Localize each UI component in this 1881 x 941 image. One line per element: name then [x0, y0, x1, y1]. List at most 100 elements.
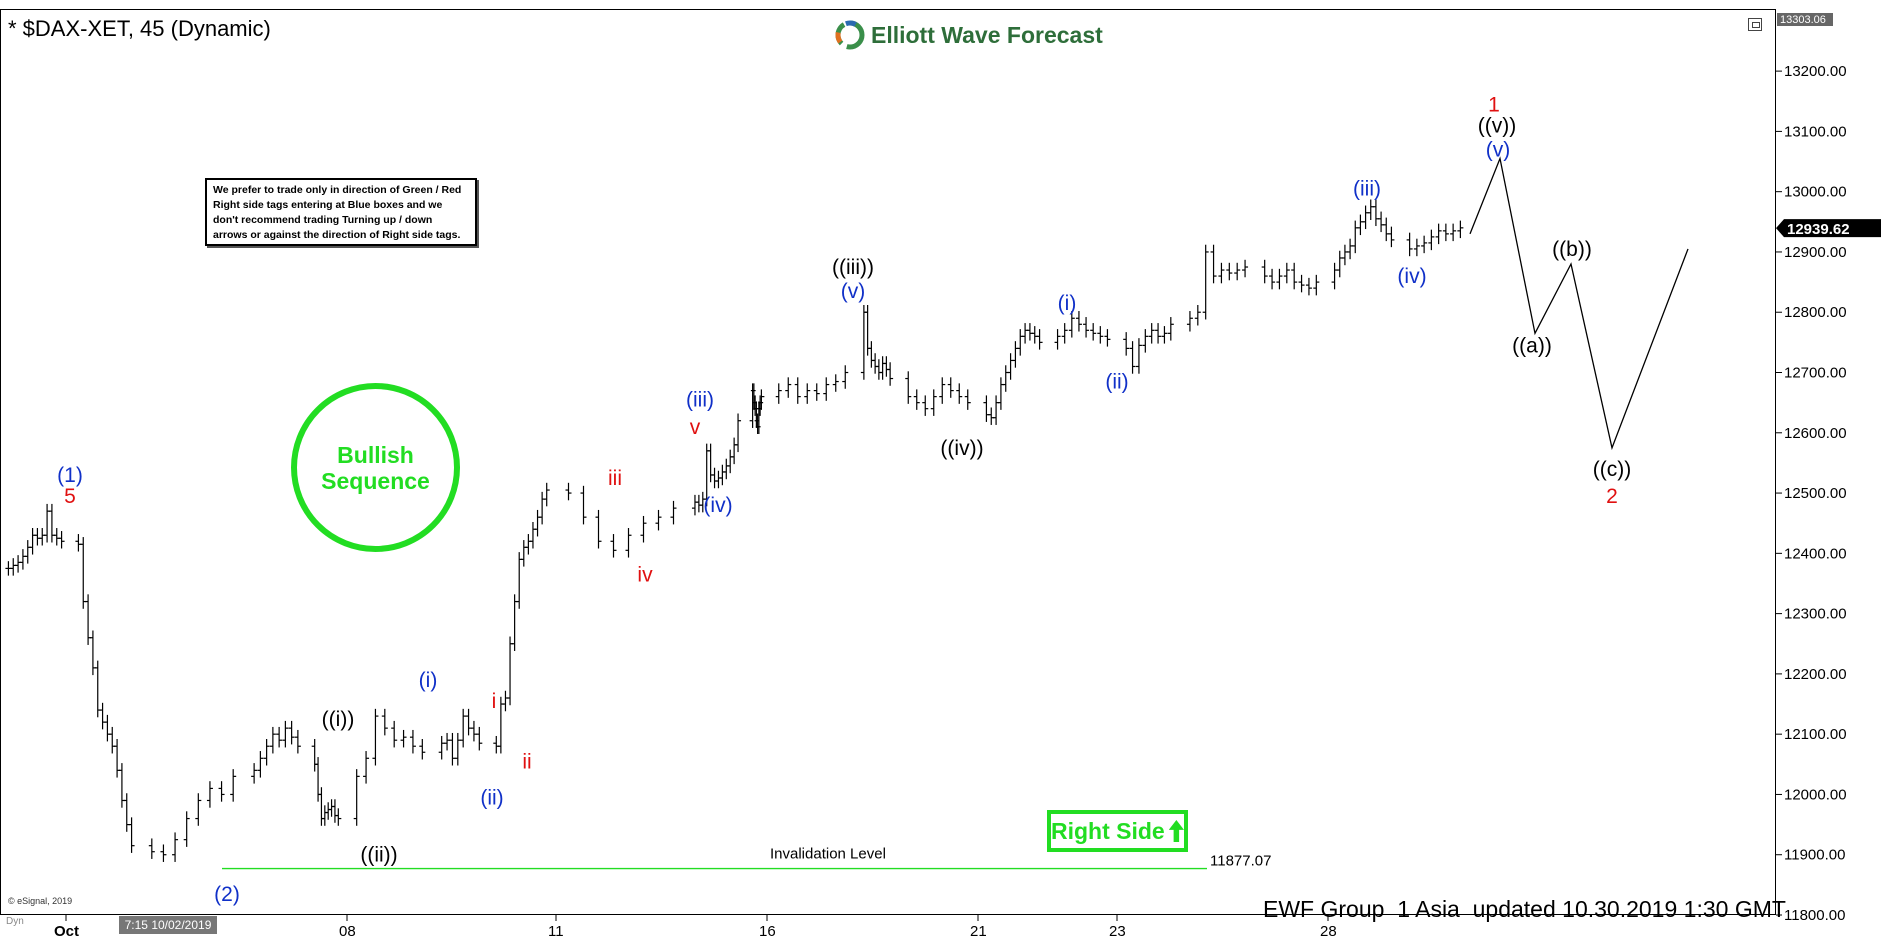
ohlc-bar [1031, 326, 1038, 344]
ohlc-bar [251, 763, 258, 784]
ohlc-bar [230, 769, 237, 802]
ohlc-bar [321, 805, 328, 826]
y-tick-label: 13100.00 [1784, 123, 1847, 140]
ohlc-bar [493, 735, 500, 754]
ohlc-bar [1186, 311, 1193, 332]
ohlc-bar [832, 374, 839, 392]
ohlc-bar [905, 371, 912, 404]
ohlc-bar [1090, 323, 1097, 341]
ohlc-bar [1026, 323, 1033, 341]
ohlc-bar [983, 395, 990, 422]
ohlc-bar [1061, 323, 1068, 344]
wave-label: ((v)) [1478, 114, 1516, 137]
ohlc-bar [19, 549, 26, 570]
y-tick-label: 11900.00 [1784, 847, 1845, 864]
copyright: © eSignal, 2019 [8, 896, 73, 906]
ohlc-bar [813, 383, 820, 401]
ohlc-bar [1435, 223, 1442, 245]
ohlc-bar [372, 708, 379, 766]
ohlc-bar [1007, 353, 1014, 380]
ohlc-bar [363, 751, 370, 784]
ohlc-bar [218, 781, 225, 802]
x-tick-label: Oct [54, 923, 79, 940]
bullish-label-line1: Bullish [337, 441, 414, 468]
wave-label: ((ii)) [360, 844, 397, 867]
ohlc-bar [15, 555, 22, 573]
ohlc-bar [288, 720, 295, 745]
ohlc-bar [497, 696, 504, 754]
ohlc-bar [1428, 229, 1435, 251]
wave-label: (iv) [703, 494, 732, 517]
x-tick-label: 08 [339, 923, 356, 940]
ohlc-bar [1142, 329, 1149, 353]
right-side-tag: Right Side [1047, 810, 1188, 852]
ohlc-bar [123, 793, 130, 832]
ohlc-bar [1352, 220, 1359, 254]
window-restore-icon[interactable] [1748, 18, 1762, 31]
y-tick-label: 12100.00 [1784, 726, 1847, 743]
y-tick-label: 12800.00 [1784, 304, 1847, 321]
ohlc-bar [1083, 317, 1090, 338]
ohlc-bar [1068, 311, 1075, 338]
ohlc-bar [1388, 226, 1395, 248]
ohlc-bar [1450, 223, 1457, 242]
y-top-label: 13303.06 [1780, 14, 1826, 26]
ohlc-bar [465, 708, 472, 736]
wave-label: (iv) [1397, 265, 1426, 288]
ohlc-bar [44, 503, 51, 543]
x-tick-label: 23 [1109, 923, 1126, 940]
ohlc-bar [947, 377, 954, 398]
ohlc-bar [460, 708, 467, 748]
ohlc-bar [887, 362, 894, 386]
ohlc-bar [1097, 326, 1104, 344]
ohlc-bar [922, 395, 929, 416]
ohlc-bar [1104, 329, 1111, 347]
ohlc-bar [1413, 238, 1420, 257]
wave-label: v [690, 416, 701, 439]
ohlc-bar [1406, 232, 1413, 257]
ohlc-bar [785, 377, 792, 398]
right-side-label: Right Side [1051, 817, 1165, 844]
ohlc-bar [534, 509, 541, 537]
ohlc-bar [400, 729, 407, 748]
ohlc-bar [1017, 329, 1024, 356]
ohlc-bar [775, 383, 782, 404]
y-tick-label: 13000.00 [1784, 184, 1847, 201]
wave-label: iii [608, 467, 622, 490]
ohlc-bar [758, 389, 765, 410]
ohlc-bar [1022, 323, 1029, 344]
chart-title: * $DAX-XET, 45 (Dynamic) [8, 16, 271, 41]
ohlc-bar [109, 726, 116, 754]
ohlc-bar [525, 534, 532, 555]
ohlc-bar [695, 494, 702, 513]
ohlc-bar [539, 491, 546, 525]
ohlc-bar [715, 470, 722, 489]
last-price-tag [1776, 219, 1881, 238]
ohlc-bar [1242, 259, 1249, 278]
ohlc-bar [1336, 250, 1343, 278]
ohlc-bar [727, 449, 734, 474]
ohlc-bar [294, 729, 301, 754]
ohlc-bar [872, 353, 879, 374]
dyn-label: Dyn [6, 916, 24, 927]
ohlc-bar [719, 464, 726, 486]
wave-label: (ii) [1105, 371, 1128, 394]
brand-name: Elliott Wave Forecast [871, 21, 1103, 48]
ohlc-bar [1378, 211, 1385, 233]
wave-label: 5 [64, 485, 76, 508]
ohlc-bar [930, 389, 937, 416]
ohlc-bar [257, 751, 264, 778]
invalidation-label: Invalidation Level [770, 846, 886, 863]
ohlc-bar [1226, 262, 1233, 281]
ohlc-bar [1291, 262, 1298, 290]
y-tick-label: 12200.00 [1784, 666, 1847, 683]
ohlc-bar [823, 377, 830, 401]
ohlc-bar [842, 365, 849, 389]
ohlc-bar [172, 832, 179, 862]
ohlc-bar [454, 732, 461, 766]
invalidation-value: 11877.07 [1210, 853, 1271, 870]
ohlc-bar [148, 838, 155, 859]
ohlc-bar [868, 341, 875, 368]
